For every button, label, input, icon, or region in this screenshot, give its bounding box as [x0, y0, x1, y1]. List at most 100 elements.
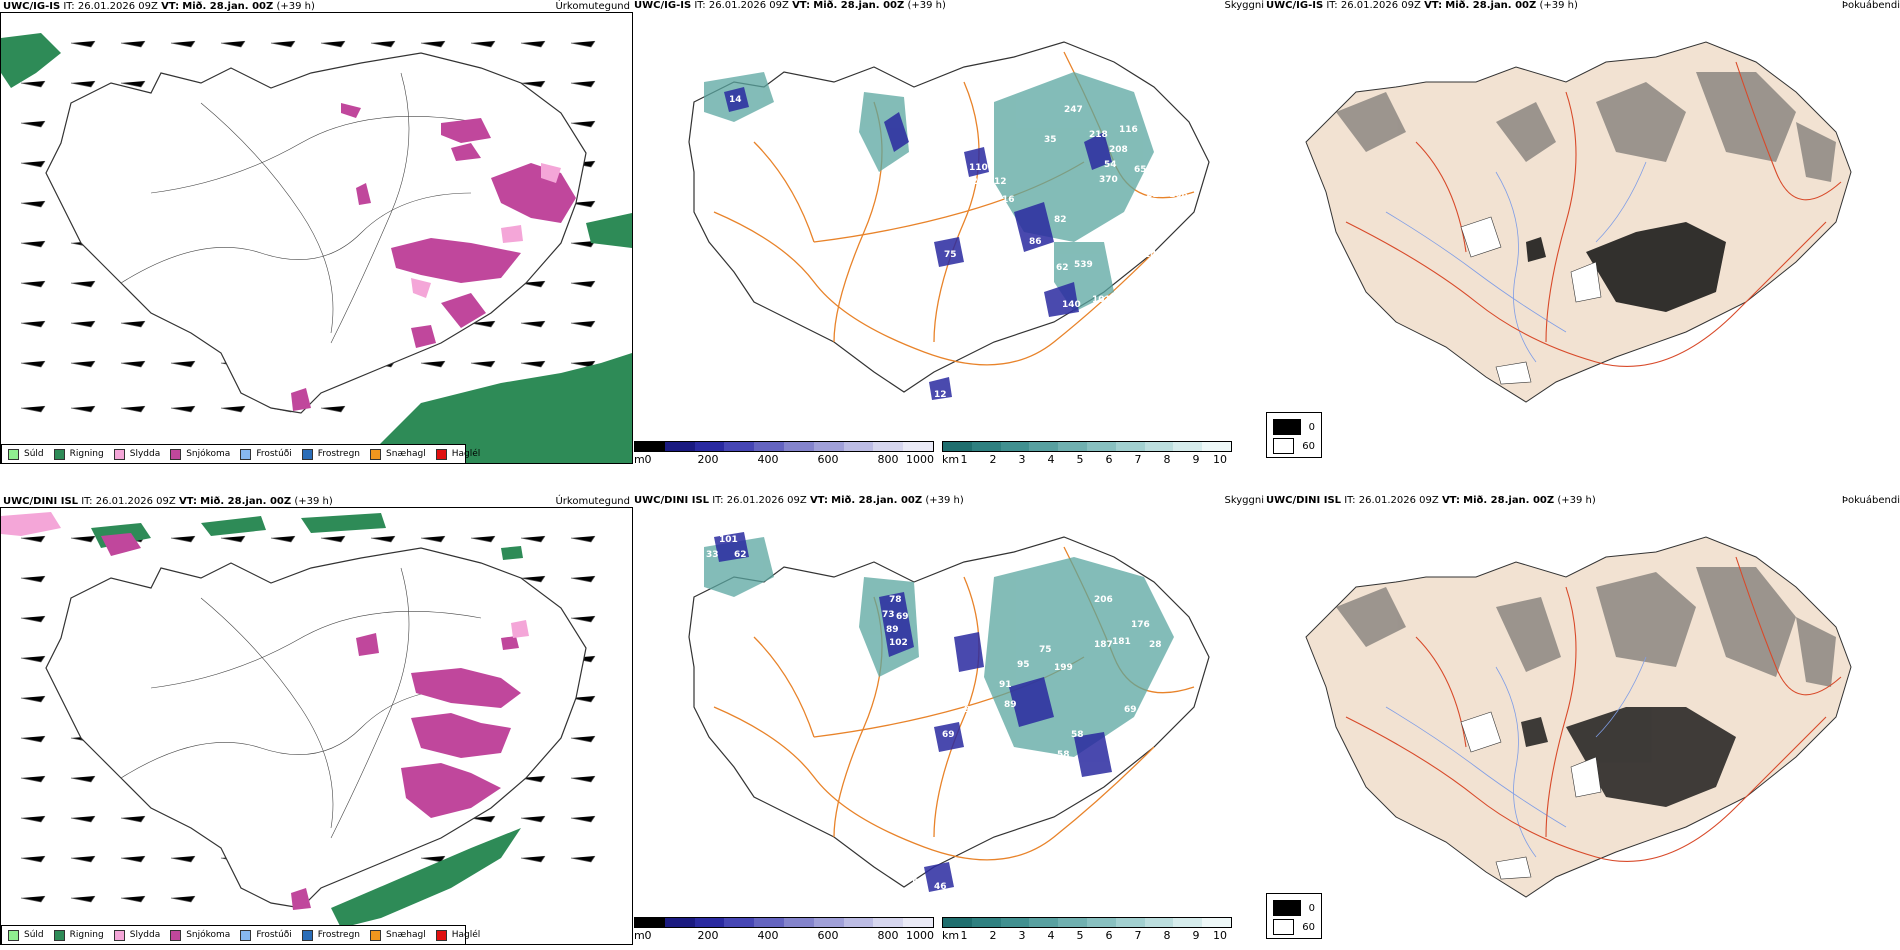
- cloud-label: 68: [964, 718, 977, 728]
- model-name: UWC/DINI ISL: [3, 496, 79, 507]
- ceiling-unit: m: [634, 453, 645, 466]
- visibility-tick: 5: [1076, 929, 1084, 942]
- visibility-tick: 4: [1047, 929, 1055, 942]
- fog-index-panel-row1: UWC/IG-IS IT: 26.01.2026 09Z VT: Mið. 28…: [1266, 0, 1900, 464]
- visibility-tick: 4: [1047, 453, 1055, 466]
- fog-dark-area: [1526, 222, 1726, 312]
- glacier-areas: [1460, 711, 1602, 880]
- cloud-label: 102: [959, 177, 978, 187]
- fog-index-map: [1305, 536, 1852, 898]
- fog-dark-area: [1521, 707, 1736, 807]
- panel-header: UWC/DINI ISL IT: 26.01.2026 09Z VT: Mið.…: [1266, 495, 1596, 506]
- cloud-label: 21: [1146, 190, 1159, 200]
- visibility-tick: 6: [1105, 453, 1113, 466]
- cloud-label: 206: [1094, 595, 1113, 605]
- visibility-tick: 2: [989, 453, 997, 466]
- iceland-land: [1305, 536, 1852, 898]
- cloud-label: 89: [1004, 700, 1017, 710]
- cloud-label: 91: [999, 680, 1012, 690]
- panel-title: Skyggni: [1224, 495, 1264, 506]
- valid-time: Mið. 28.jan. 00Z: [1463, 495, 1555, 506]
- fog-legend-white: 60: [1302, 921, 1315, 933]
- cloud-label: 62: [1056, 263, 1069, 273]
- valid-time: Mið. 28.jan. 00Z: [182, 1, 274, 12]
- fog-index-map: [1305, 41, 1852, 403]
- cloud-label: 35: [1044, 135, 1057, 145]
- panel-title: Úrkomutegund: [555, 496, 630, 507]
- legend-item: Snæhagl: [370, 448, 426, 460]
- lead-time: (+39 h): [1539, 0, 1578, 11]
- panel-title: Þokuábendi: [1841, 495, 1900, 506]
- visibility-tick: 3: [1018, 453, 1026, 466]
- panel-title: Skyggni: [1224, 0, 1264, 11]
- precip-map: [1, 512, 596, 944]
- precip-type-legend: Súld Rigning Slydda Snjókoma Frostúði Fr…: [1, 925, 480, 945]
- legend-item: Haglél: [435, 448, 480, 460]
- cloud-label: 54: [912, 878, 925, 888]
- cloud-label: 78: [964, 140, 977, 150]
- precip-type-panel-row2: UWC/DINI ISL IT: 26.01.2026 09Z VT: Mið.…: [0, 496, 633, 945]
- cloud-label: 102: [889, 638, 908, 648]
- lead-time: (+39 h): [1557, 495, 1596, 506]
- cloud-label: 42: [1064, 335, 1077, 345]
- cloud-label: 75: [1039, 645, 1052, 655]
- ceiling-tick: 1000: [906, 929, 934, 942]
- cloud-label: 93: [924, 625, 937, 635]
- cloud-label: 142: [1144, 250, 1163, 260]
- cloud-label: 58: [1057, 750, 1070, 760]
- ceiling-tick: 0: [644, 929, 652, 942]
- cloud-label: 14: [729, 95, 742, 105]
- legend-item: Súld: [8, 929, 44, 941]
- cloud-label: 199: [1054, 663, 1073, 673]
- cloud-label: 539: [1074, 260, 1093, 270]
- init-time: 26.01.2026 09Z: [1358, 495, 1439, 506]
- cloud-label: 140: [1062, 300, 1081, 310]
- ceiling-visibility-panel-row2: UWC/DINI ISL IT: 26.01.2026 09Z VT: Mið.…: [634, 495, 1322, 947]
- visibility-colorbar-swatches: [942, 917, 1232, 928]
- panel-header: UWC/DINI ISL IT: 26.01.2026 09Z VT: Mið.…: [634, 495, 964, 506]
- fog-index-panel-row2: UWC/DINI ISL IT: 26.01.2026 09Z VT: Mið.…: [1266, 495, 1900, 947]
- precip-type-legend: Súld Rigning Slydda Snjókoma Frostúði Fr…: [1, 444, 480, 464]
- cloud-label: 95: [1017, 660, 1030, 670]
- init-time: 26.01.2026 09Z: [95, 496, 176, 507]
- cloud-label: 218: [1089, 130, 1108, 140]
- visibility-tick: 8: [1163, 453, 1171, 466]
- panel-header: UWC/IG-IS IT: 26.01.2026 09Z VT: Mið. 28…: [634, 0, 946, 11]
- legend-item: Rigning: [53, 448, 104, 460]
- fog-legend-black: 0: [1308, 902, 1315, 914]
- red-road-lines: [1345, 61, 1842, 367]
- legend-item: Rigning: [53, 929, 104, 941]
- ceiling-colorbar-swatches: [634, 441, 934, 452]
- ceiling-colorbar: m 0 200 400 600 800 1000: [634, 917, 934, 942]
- ceiling-visibility-map: 247 218 116 67 208 35 54 65 71 370 108 2…: [688, 41, 1210, 400]
- cloud-label: 28: [1149, 640, 1162, 650]
- cloud-label: 81: [944, 150, 957, 160]
- visibility-tick: 2: [989, 929, 997, 942]
- visibility-tick: 6: [1105, 929, 1113, 942]
- cloud-label: 65: [1134, 165, 1147, 175]
- visibility-unit: km: [942, 453, 960, 466]
- fog-binary-legend: 0 60: [1266, 412, 1322, 458]
- cloud-label: 89: [886, 625, 899, 635]
- cloud-label: 208: [1109, 145, 1128, 155]
- visibility-tick: 10: [1213, 929, 1227, 942]
- lead-time: (+39 h): [907, 0, 946, 11]
- precip-sleet-areas: [1, 512, 529, 638]
- visibility-tick: 8: [1163, 929, 1171, 942]
- cloud-label: 69: [942, 730, 955, 740]
- visibility-colorbar: km 1 2 3 4 5 6 7 8 9 10: [942, 441, 1232, 466]
- fog-legend-black: 0: [1308, 421, 1315, 433]
- fog-shading: [1336, 72, 1836, 182]
- cloud-label: 73: [882, 610, 895, 620]
- cloud-label: 108: [1169, 190, 1188, 200]
- cloud-label: 110: [969, 163, 988, 173]
- cloud-label: 101: [719, 535, 738, 545]
- visibility-tick: 3: [1018, 929, 1026, 942]
- river-lines: [1385, 656, 1647, 858]
- legend-item: Snjókoma: [170, 448, 230, 460]
- road-lines: [120, 567, 482, 839]
- cloud-label: 70: [1174, 625, 1187, 635]
- ceiling-tick: 1000: [906, 453, 934, 466]
- cloud-label: 69: [896, 612, 909, 622]
- iceland-outline: [45, 52, 587, 414]
